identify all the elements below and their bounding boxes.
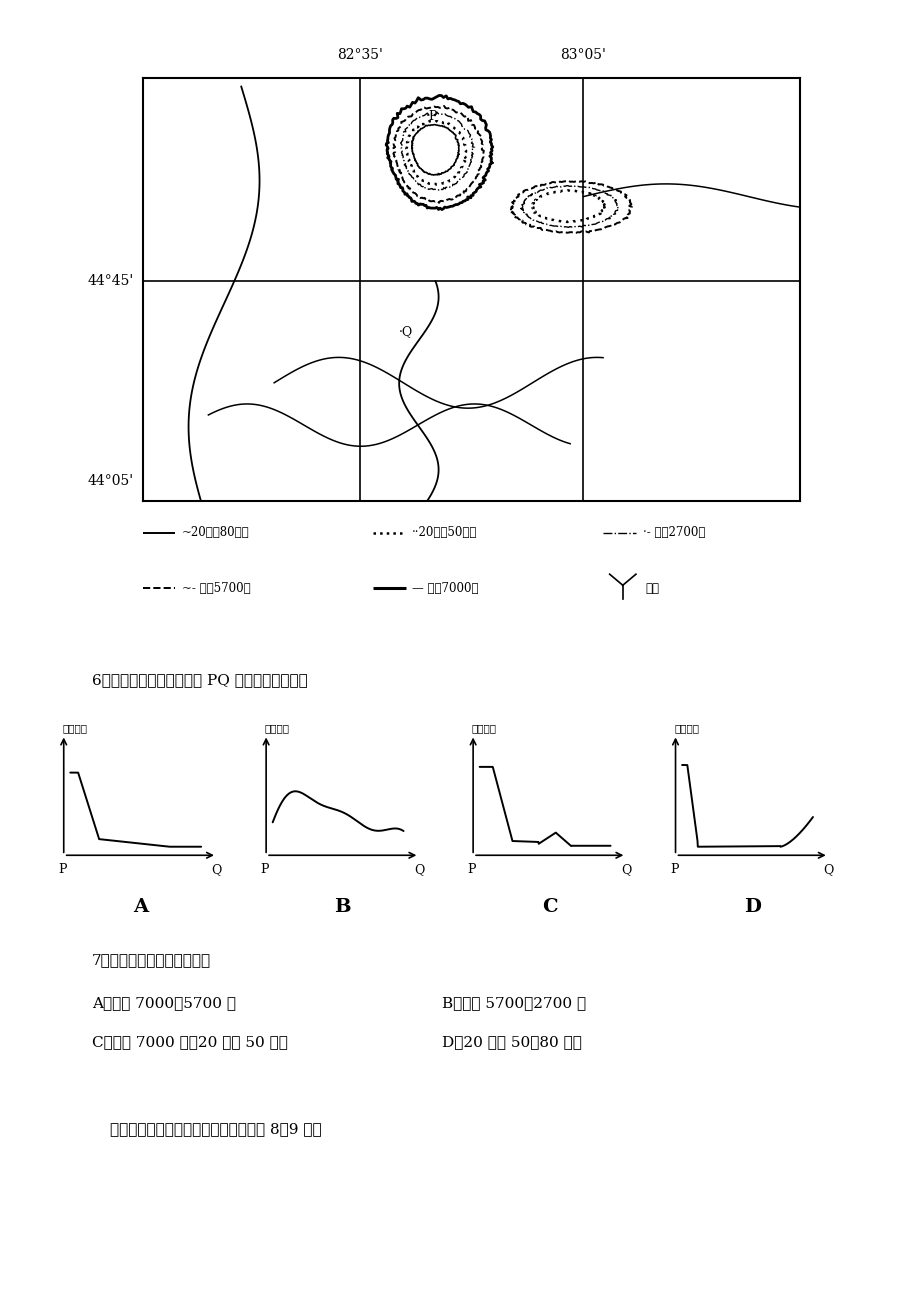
Text: 6．下图中最能反映上图中 PQ 一线地形剖面的是: 6．下图中最能反映上图中 PQ 一线地形剖面的是 <box>92 673 308 687</box>
Text: ·P: ·P <box>425 109 437 122</box>
Text: Q: Q <box>823 863 833 876</box>
Text: A．距今 7000～5700 年: A．距今 7000～5700 年 <box>92 996 236 1010</box>
Text: — 距今7000年: — 距今7000年 <box>412 582 478 595</box>
Text: A: A <box>132 898 148 917</box>
Text: Q: Q <box>414 863 424 876</box>
Text: ·- 距今2700年: ·- 距今2700年 <box>641 526 704 539</box>
Text: P: P <box>58 863 66 876</box>
Text: Q: Q <box>211 863 221 876</box>
Text: 海拔高度: 海拔高度 <box>674 725 698 733</box>
Text: 海拔高度: 海拔高度 <box>265 725 289 733</box>
Text: 44°45': 44°45' <box>87 275 133 288</box>
Text: 海拔高度: 海拔高度 <box>62 725 87 733</box>
Text: D．20 世纪 50～80 年代: D．20 世纪 50～80 年代 <box>441 1035 581 1049</box>
Text: 7．该湖泊变迁最快的时期是: 7．该湖泊变迁最快的时期是 <box>92 953 210 967</box>
Text: ~20世纪80年代: ~20世纪80年代 <box>182 526 249 539</box>
Text: 83°05': 83°05' <box>560 48 606 62</box>
Text: D: D <box>743 898 760 917</box>
Text: ·Q: ·Q <box>398 326 413 339</box>
Text: P: P <box>669 863 677 876</box>
Text: 下图是我国某地区等高线图，读图完成 8～9 题。: 下图是我国某地区等高线图，读图完成 8～9 题。 <box>110 1122 322 1137</box>
Text: 海拔高度: 海拔高度 <box>471 725 496 733</box>
Text: ··20世纪50年代: ··20世纪50年代 <box>412 526 477 539</box>
Text: P: P <box>260 863 268 876</box>
Text: Q: Q <box>620 863 630 876</box>
Text: P: P <box>467 863 475 876</box>
Text: ~- 距今5700年: ~- 距今5700年 <box>182 582 250 595</box>
Text: C．距今 7000 年～20 世纪 50 年代: C．距今 7000 年～20 世纪 50 年代 <box>92 1035 288 1049</box>
Text: B．距今 5700～2700 年: B．距今 5700～2700 年 <box>441 996 585 1010</box>
Text: 82°35': 82°35' <box>336 48 382 62</box>
Text: 河流: 河流 <box>645 582 659 595</box>
Text: B: B <box>334 898 351 917</box>
Text: 44°05': 44°05' <box>87 474 133 488</box>
Text: C: C <box>541 898 557 917</box>
